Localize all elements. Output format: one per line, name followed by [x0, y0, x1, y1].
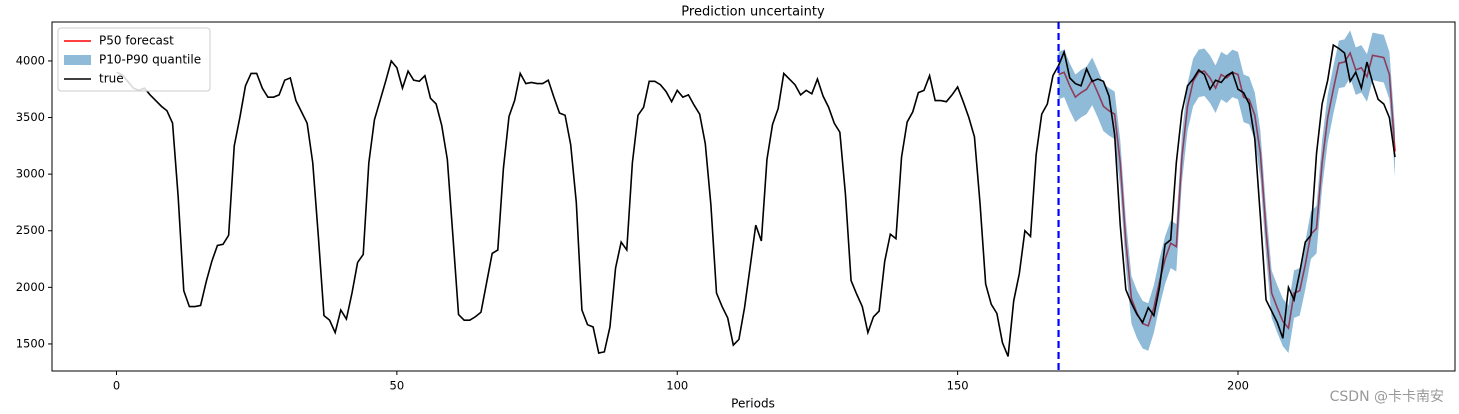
- legend-swatch: [64, 55, 91, 65]
- x-tick-label: 50: [390, 379, 405, 393]
- quantile-band: [1058, 30, 1395, 354]
- legend-box: [57, 27, 211, 92]
- chart-title: Prediction uncertainty: [681, 5, 825, 20]
- plot-area: [116, 30, 1396, 357]
- y-tick-label: 3500: [16, 110, 45, 124]
- y-tick-label: 4000: [16, 53, 45, 67]
- x-tick-label: 150: [947, 379, 969, 393]
- y-tick-label: 2000: [16, 280, 45, 294]
- x-tick-label: 0: [113, 379, 120, 393]
- axes-frame: [51, 21, 1456, 372]
- y-tick-label: 3000: [16, 167, 45, 181]
- watermark: CSDN @卡卡南安: [1330, 389, 1444, 405]
- x-tick-label: 100: [666, 379, 688, 393]
- legend-label: P10-P90 quantile: [99, 53, 201, 67]
- x-axis-label: Periods: [731, 397, 775, 411]
- series-line: [116, 43, 1396, 357]
- legend-label: true: [99, 72, 124, 86]
- y-tick-label: 1500: [16, 336, 45, 350]
- x-tick-label: 200: [1227, 379, 1249, 393]
- y-tick-label: 2500: [16, 223, 45, 237]
- legend-label: P50 forecast: [99, 34, 174, 48]
